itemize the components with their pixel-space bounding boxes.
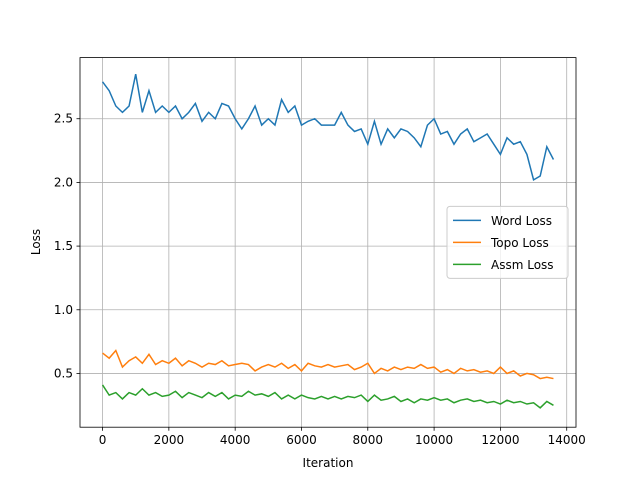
y-tick-label: 2.5 — [54, 112, 73, 126]
x-tick-label: 6000 — [286, 433, 317, 447]
legend-label: Topo Loss — [490, 236, 549, 250]
line — [101, 384, 554, 409]
x-tick-label: 8000 — [353, 433, 384, 447]
x-tick-label: 12000 — [481, 433, 519, 447]
plot-frame — [79, 57, 577, 428]
y-tick-label: 1.5 — [54, 239, 73, 253]
x-tick-label: 10000 — [415, 433, 453, 447]
y-tick-label: 1.0 — [54, 303, 73, 317]
legend-label: Word Loss — [491, 214, 552, 228]
y-tick-label: 0.5 — [54, 366, 73, 380]
y-tick-label: 2.0 — [54, 175, 73, 189]
legend — [446, 205, 569, 279]
y-axis-label: Loss — [29, 229, 43, 255]
x-tick-label: 4000 — [220, 433, 251, 447]
line — [101, 74, 555, 182]
x-tick-label: 0 — [99, 433, 107, 447]
x-axis-label: Iteration — [303, 456, 354, 470]
x-tick-label: 14000 — [548, 433, 586, 447]
x-tick-label: 2000 — [154, 433, 185, 447]
line — [102, 349, 554, 380]
legend-label: Assm Loss — [491, 258, 554, 272]
